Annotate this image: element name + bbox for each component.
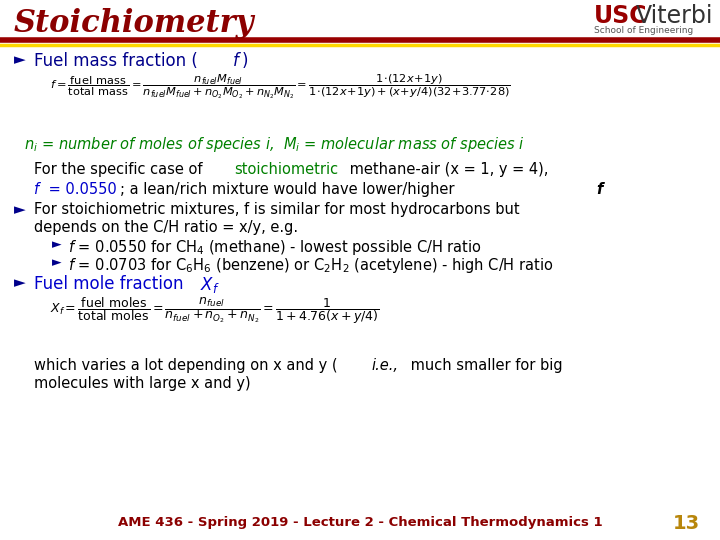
Text: ; a lean/rich mixture would have lower/higher: ; a lean/rich mixture would have lower/h… (120, 182, 459, 197)
Text: ►: ► (14, 202, 26, 217)
Text: ►: ► (52, 238, 62, 251)
Text: depends on the C/H ratio = x/y, e.g.: depends on the C/H ratio = x/y, e.g. (34, 220, 298, 235)
Text: f: f (34, 182, 39, 197)
Text: Stoichiometry: Stoichiometry (14, 8, 254, 39)
Text: molecules with large x and y): molecules with large x and y) (34, 376, 251, 391)
Text: Fuel mole fraction: Fuel mole fraction (34, 275, 189, 293)
Text: $X_f$: $X_f$ (200, 275, 220, 295)
Text: i.e.,: i.e., (371, 358, 398, 373)
Text: $n_i$ = number of moles of species i,  $M_i$ = molecular mass of species i: $n_i$ = number of moles of species i, $M… (24, 135, 525, 154)
Text: methane-air (x = 1, y = 4),: methane-air (x = 1, y = 4), (345, 162, 549, 177)
Text: much smaller for big: much smaller for big (406, 358, 562, 373)
Text: $X_f = \dfrac{\mathrm{fuel\ moles}}{\mathrm{total\ moles}} = \dfrac{n_{fuel}}{n_: $X_f = \dfrac{\mathrm{fuel\ moles}}{\mat… (50, 295, 379, 326)
Text: $f$ = 0.0550 for CH$_4$ (methane) - lowest possible C/H ratio: $f$ = 0.0550 for CH$_4$ (methane) - lowe… (68, 238, 482, 257)
Text: Viterbi: Viterbi (636, 4, 714, 28)
Text: ►: ► (52, 256, 62, 269)
Text: $f = \dfrac{\mathrm{fuel\ mass}}{\mathrm{total\ mass}} = \dfrac{n_{fuel}M_{fuel}: $f = \dfrac{\mathrm{fuel\ mass}}{\mathrm… (50, 72, 510, 100)
Text: Fuel mass fraction (: Fuel mass fraction ( (34, 52, 198, 70)
Text: f: f (596, 182, 603, 197)
Text: ►: ► (14, 52, 26, 67)
Text: USC: USC (594, 4, 647, 28)
Text: ►: ► (14, 275, 26, 290)
Text: AME 436 - Spring 2019 - Lecture 2 - Chemical Thermodynamics 1: AME 436 - Spring 2019 - Lecture 2 - Chem… (117, 516, 603, 529)
Text: ): ) (242, 52, 248, 70)
Text: which varies a lot depending on x and y (: which varies a lot depending on x and y … (34, 358, 338, 373)
Text: $f$ = 0.0703 for C$_6$H$_6$ (benzene) or C$_2$H$_2$ (acetylene) - high C/H ratio: $f$ = 0.0703 for C$_6$H$_6$ (benzene) or… (68, 256, 553, 275)
Text: 13: 13 (673, 514, 700, 533)
Text: stoichiometric: stoichiometric (234, 162, 338, 177)
Text: = 0.0550: = 0.0550 (44, 182, 117, 197)
Text: School of Engineering: School of Engineering (594, 26, 693, 35)
Text: f: f (233, 52, 239, 70)
Text: For stoichiometric mixtures, f is similar for most hydrocarbons but: For stoichiometric mixtures, f is simila… (34, 202, 520, 217)
Text: For the specific case of: For the specific case of (34, 162, 207, 177)
